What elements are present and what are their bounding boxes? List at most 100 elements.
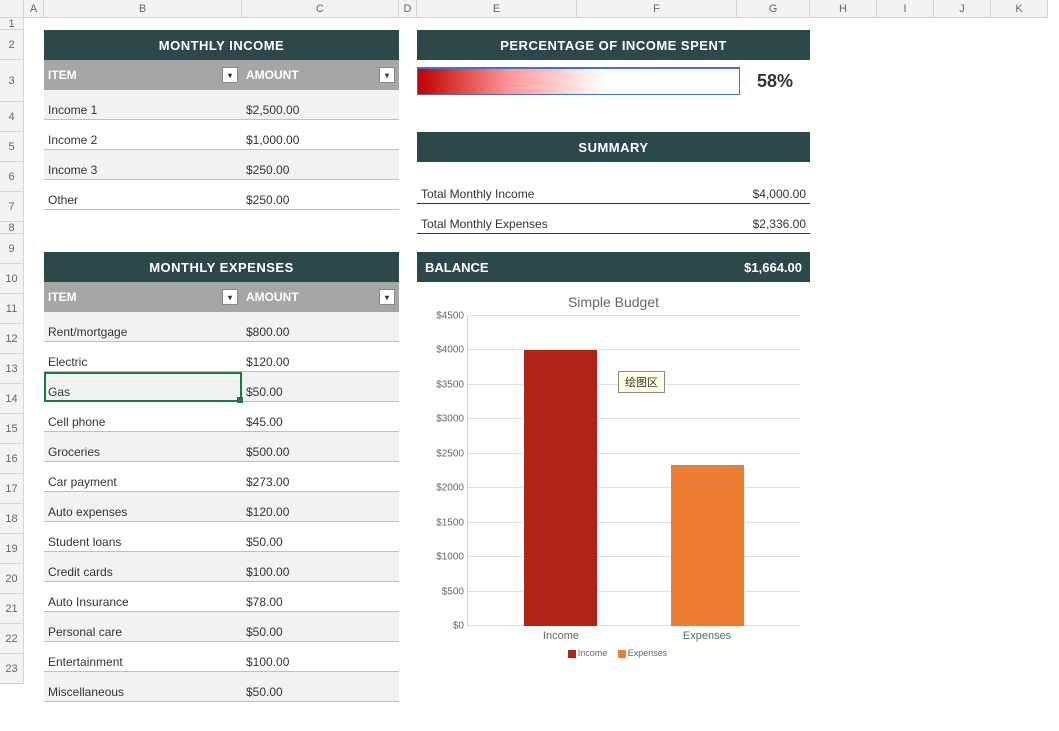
table-row[interactable]: Auto Insurance$78.00 xyxy=(44,582,399,612)
item-cell[interactable]: Car payment xyxy=(44,475,242,491)
filter-dropdown-icon[interactable]: ▾ xyxy=(379,67,395,83)
amount-cell[interactable]: $50.00 xyxy=(242,385,399,401)
amount-cell[interactable]: $800.00 xyxy=(242,325,399,341)
table-row[interactable]: Credit cards$100.00 xyxy=(44,552,399,582)
filter-dropdown-icon[interactable]: ▾ xyxy=(379,289,395,305)
amount-cell[interactable]: $100.00 xyxy=(242,565,399,581)
item-cell[interactable]: Credit cards xyxy=(44,565,242,581)
amount-cell[interactable]: $500.00 xyxy=(242,445,399,461)
row-header-cell[interactable]: 6 xyxy=(0,162,24,192)
amount-cell[interactable]: $120.00 xyxy=(242,355,399,371)
column-header-cell[interactable]: G xyxy=(737,0,810,18)
row-header-cell[interactable]: 17 xyxy=(0,474,24,504)
chart-gridline: $4500 xyxy=(468,315,800,316)
table-row[interactable]: Electric$120.00 xyxy=(44,342,399,372)
row-header-cell[interactable]: 23 xyxy=(0,654,24,684)
row-header-cell[interactable]: 10 xyxy=(0,264,24,294)
income-header-item: ITEM xyxy=(48,68,77,82)
balance-label: BALANCE xyxy=(425,260,489,275)
row-header-cell[interactable]: 9 xyxy=(0,234,24,264)
column-header-cell[interactable]: D xyxy=(399,0,417,18)
row-header-cell[interactable]: 8 xyxy=(0,222,24,234)
amount-cell[interactable]: $1,000.00 xyxy=(242,133,399,149)
amount-cell[interactable]: $45.00 xyxy=(242,415,399,431)
amount-cell[interactable]: $50.00 xyxy=(242,625,399,641)
chart-gridline: $3000 xyxy=(468,418,800,419)
amount-cell[interactable]: $50.00 xyxy=(242,685,399,701)
table-row[interactable]: Income 3$250.00 xyxy=(44,150,399,180)
chart-ylabel: $3500 xyxy=(436,379,468,390)
amount-cell[interactable]: $250.00 xyxy=(242,193,399,209)
row-header-cell[interactable]: 20 xyxy=(0,564,24,594)
row-header-cell[interactable]: 15 xyxy=(0,414,24,444)
item-cell[interactable]: Auto Insurance xyxy=(44,595,242,611)
row-header-cell[interactable]: 16 xyxy=(0,444,24,474)
row-header-cell[interactable]: 18 xyxy=(0,504,24,534)
item-cell[interactable]: Student loans xyxy=(44,535,242,551)
column-header-cell[interactable] xyxy=(0,0,24,18)
table-row[interactable]: Other$250.00 xyxy=(44,180,399,210)
column-header-cell[interactable]: F xyxy=(577,0,737,18)
column-header-cell[interactable]: C xyxy=(242,0,399,18)
amount-cell[interactable]: $78.00 xyxy=(242,595,399,611)
item-cell[interactable]: Gas xyxy=(44,385,242,401)
row-header-cell[interactable]: 5 xyxy=(0,132,24,162)
row-header-cell[interactable]: 4 xyxy=(0,102,24,132)
row-header-cell[interactable]: 22 xyxy=(0,624,24,654)
column-header-cell[interactable]: J xyxy=(934,0,991,18)
column-header-cell[interactable]: E xyxy=(417,0,577,18)
amount-cell[interactable]: $2,500.00 xyxy=(242,103,399,119)
item-cell[interactable]: Groceries xyxy=(44,445,242,461)
row-header-cell[interactable]: 1 xyxy=(0,18,24,30)
row-header-cell[interactable]: 11 xyxy=(0,294,24,324)
worksheet[interactable]: MONTHLY INCOME ITEM ▾ AMOUNT ▾ Income 1$… xyxy=(24,18,1059,731)
row-header-cell[interactable]: 12 xyxy=(0,324,24,354)
row-header-cell[interactable]: 3 xyxy=(0,60,24,102)
item-cell[interactable]: Personal care xyxy=(44,625,242,641)
item-cell[interactable]: Rent/mortgage xyxy=(44,325,242,341)
item-cell[interactable]: Income 3 xyxy=(44,163,242,179)
amount-cell[interactable]: $50.00 xyxy=(242,535,399,551)
column-header-cell[interactable]: B xyxy=(44,0,242,18)
row-header-cell[interactable]: 19 xyxy=(0,534,24,564)
row-header-cell[interactable]: 14 xyxy=(0,384,24,414)
filter-dropdown-icon[interactable]: ▾ xyxy=(222,67,238,83)
item-cell[interactable]: Auto expenses xyxy=(44,505,242,521)
row-header-cell[interactable]: 21 xyxy=(0,594,24,624)
item-cell[interactable]: Miscellaneous xyxy=(44,685,242,701)
table-row[interactable]: Auto expenses$120.00 xyxy=(44,492,399,522)
column-header-cell[interactable]: K xyxy=(991,0,1048,18)
table-row[interactable]: Income 2$1,000.00 xyxy=(44,120,399,150)
item-cell[interactable]: Electric xyxy=(44,355,242,371)
item-cell[interactable]: Income 2 xyxy=(44,133,242,149)
table-row[interactable]: Miscellaneous$50.00 xyxy=(44,672,399,702)
row-header-cell[interactable]: 13 xyxy=(0,354,24,384)
table-row[interactable]: Student loans$50.00 xyxy=(44,522,399,552)
table-row[interactable]: Groceries$500.00 xyxy=(44,432,399,462)
column-header-cell[interactable]: A xyxy=(24,0,44,18)
filter-dropdown-icon[interactable]: ▾ xyxy=(222,289,238,305)
item-cell[interactable]: Entertainment xyxy=(44,655,242,671)
amount-cell[interactable]: $273.00 xyxy=(242,475,399,491)
row-header-cell[interactable]: 7 xyxy=(0,192,24,222)
table-row[interactable]: Personal care$50.00 xyxy=(44,612,399,642)
item-cell[interactable]: Other xyxy=(44,193,242,209)
table-row[interactable]: Gas$50.00 xyxy=(44,372,399,402)
amount-cell[interactable]: $250.00 xyxy=(242,163,399,179)
table-row[interactable]: Rent/mortgage$800.00 xyxy=(44,312,399,342)
table-row[interactable]: Entertainment$100.00 xyxy=(44,642,399,672)
table-row[interactable]: Cell phone$45.00 xyxy=(44,402,399,432)
chart-bar[interactable] xyxy=(671,465,744,626)
table-row[interactable]: Car payment$273.00 xyxy=(44,462,399,492)
column-header-cell[interactable]: H xyxy=(810,0,877,18)
column-header-cell[interactable]: I xyxy=(877,0,934,18)
amount-cell[interactable]: $120.00 xyxy=(242,505,399,521)
table-row[interactable]: Income 1$2,500.00 xyxy=(44,90,399,120)
item-cell[interactable]: Income 1 xyxy=(44,103,242,119)
budget-chart[interactable]: Simple Budget $0$500$1000$1500$2000$2500… xyxy=(417,288,810,698)
chart-bar[interactable] xyxy=(524,350,597,626)
chart-plot-area[interactable]: $0$500$1000$1500$2000$2500$3000$3500$400… xyxy=(467,316,800,626)
row-header-cell[interactable]: 2 xyxy=(0,30,24,60)
item-cell[interactable]: Cell phone xyxy=(44,415,242,431)
amount-cell[interactable]: $100.00 xyxy=(242,655,399,671)
